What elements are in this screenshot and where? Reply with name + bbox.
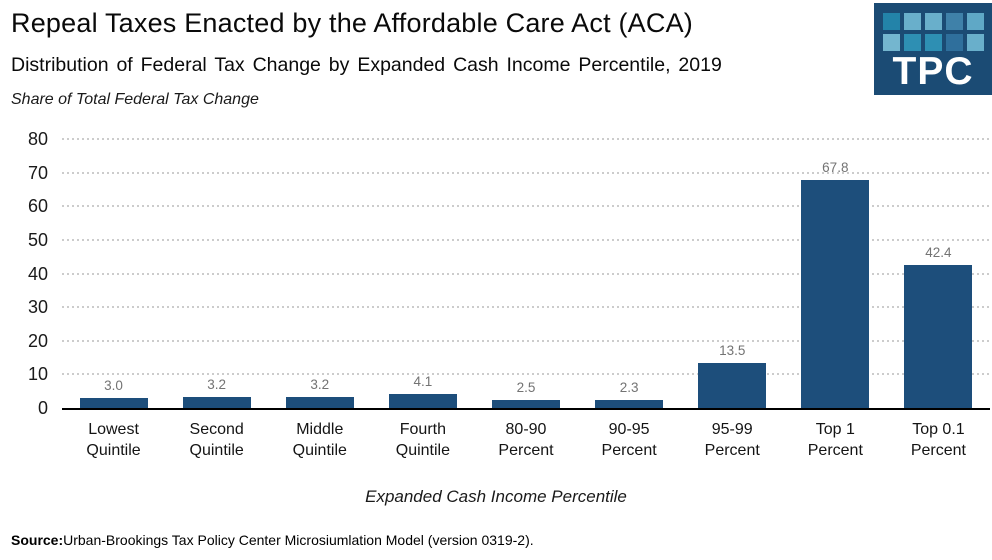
bar-slot-90-95-percent: 2.3 <box>578 139 681 408</box>
logo-square-icon <box>882 13 900 30</box>
logo-square-icon <box>945 34 963 51</box>
category-label-line: Quintile <box>86 442 141 459</box>
category-label-line: Percent <box>704 442 760 459</box>
category-label-line: 80-90 <box>505 421 547 438</box>
bar-slot-80-90-percent: 2.5 <box>474 139 577 408</box>
category-label-line: Quintile <box>395 442 450 459</box>
bar-slot-second-quintile: 3.2 <box>165 139 268 408</box>
bar-value-label: 4.1 <box>413 374 433 390</box>
bar-fourth-quintile: 4.1 <box>388 374 457 408</box>
page-subtitle: Distribution of Federal Tax Change by Ex… <box>11 54 722 76</box>
category-label-top-1-percent: Top 1 Percent <box>784 419 887 461</box>
logo-square-icon <box>903 13 921 30</box>
bar-value-label: 2.5 <box>516 379 536 395</box>
category-label-line: Top 0.1 <box>912 421 965 438</box>
category-label-line: Percent <box>498 442 554 459</box>
gridline-20 <box>62 339 990 342</box>
category-label-line: Second <box>189 421 244 438</box>
category-label-line: Fourth <box>399 421 446 438</box>
category-label-lowest-quintile: Lowest Quintile <box>62 419 165 461</box>
logo-square-icon <box>882 34 900 51</box>
category-label-90-95-percent: 90-95 Percent <box>578 419 681 461</box>
category-label-95-99-percent: 95-99 Percent <box>681 419 784 461</box>
category-label-top-0.1-percent: Top 0.1 Percent <box>887 419 990 461</box>
bar-value-label: 3.2 <box>310 377 330 393</box>
gridline-70 <box>62 171 990 174</box>
plot-area: 3.0 3.2 3.2 4.1 2.5 2.3 13.5 67.8 42.4 <box>62 138 990 410</box>
y-tick-label-30: 30 <box>27 297 48 318</box>
bar-90-95-percent: 2.3 <box>595 380 664 408</box>
logo-square-icon <box>924 13 942 30</box>
category-label-line: Percent <box>807 442 863 459</box>
category-label-second-quintile: Second Quintile <box>165 419 268 461</box>
bar-second-quintile: 3.2 <box>182 377 251 408</box>
category-label-line: Percent <box>601 442 657 459</box>
bar-lowest-quintile: 3.0 <box>79 378 148 408</box>
category-label-line: Middle <box>296 421 344 438</box>
bar-middle-quintile: 3.2 <box>285 377 354 408</box>
bar-series: 3.0 3.2 3.2 4.1 2.5 2.3 13.5 67.8 42.4 <box>62 139 990 408</box>
gridline-30 <box>62 306 990 309</box>
category-label-middle-quintile: Middle Quintile <box>268 419 371 461</box>
logo-square-icon <box>903 34 921 51</box>
bar-80-90-percent: 2.5 <box>491 380 560 408</box>
category-label-line: Top 1 <box>815 421 855 438</box>
logo-square-icon <box>966 13 984 30</box>
bar-value-label: 3.2 <box>207 377 227 393</box>
y-tick-label-10: 10 <box>27 364 48 385</box>
y-axis: 0 10 20 30 40 50 60 70 80 <box>0 130 48 417</box>
category-label-80-90-percent: 80-90 Percent <box>474 419 577 461</box>
y-tick-label-20: 20 <box>27 330 48 351</box>
y-axis-unit-label: Share of Total Federal Tax Change <box>11 91 259 108</box>
gridline-50 <box>62 238 990 241</box>
y-tick-label-50: 50 <box>27 229 48 250</box>
logo-square-icon <box>945 13 963 30</box>
category-label-line: Quintile <box>292 442 347 459</box>
bar-slot-fourth-quintile: 4.1 <box>371 139 474 408</box>
x-axis-title: Expanded Cash Income Percentile <box>365 487 627 506</box>
category-label-line: 90-95 <box>608 421 650 438</box>
bar-top-0.1-percent: 42.4 <box>904 245 973 408</box>
bar-top-1-percent: 67.8 <box>801 160 870 408</box>
y-tick-label-40: 40 <box>27 263 48 284</box>
source-text: Urban-Brookings Tax Policy Center Micros… <box>63 532 534 548</box>
category-label-line: 95-99 <box>711 421 753 438</box>
tpc-logo-text: TPC <box>892 50 974 93</box>
category-label-line: Lowest <box>88 421 139 438</box>
bar-slot-lowest-quintile: 3.0 <box>62 139 165 408</box>
category-label-line: Percent <box>910 442 966 459</box>
bar-slot-top-0.1-percent: 42.4 <box>887 139 990 408</box>
bar-value-label: 2.3 <box>619 380 639 396</box>
logo-square-icon <box>966 34 984 51</box>
bar-95-99-percent: 13.5 <box>698 343 767 408</box>
bar-value-label: 3.0 <box>104 377 123 393</box>
page-title: Repeal Taxes Enacted by the Affordable C… <box>11 8 693 38</box>
source-label: Source: <box>11 532 64 548</box>
y-tick-label-0: 0 <box>37 398 48 418</box>
gridline-60 <box>62 205 990 208</box>
logo-square-icon <box>924 34 942 51</box>
bar-slot-95-99-percent: 13.5 <box>681 139 784 408</box>
gridline-40 <box>62 272 990 275</box>
y-tick-label-80: 80 <box>27 129 48 149</box>
y-tick-label-60: 60 <box>27 196 48 217</box>
tpc-logo: TPC <box>874 3 992 95</box>
bar-value-label: 13.5 <box>719 342 746 358</box>
bar-value-label: 67.8 <box>822 160 849 176</box>
gridline-80 <box>62 138 990 140</box>
x-axis-category-labels: Lowest Quintile Second Quintile Middle Quinti… <box>62 419 990 461</box>
source-note: Source:Urban-Brookings Tax Policy Center… <box>11 532 534 548</box>
category-label-line: Quintile <box>189 442 244 459</box>
bar-slot-top-1-percent: 67.8 <box>784 139 887 408</box>
category-label-fourth-quintile: Fourth Quintile <box>371 419 474 461</box>
bar-slot-middle-quintile: 3.2 <box>268 139 371 408</box>
tpc-logo-squares-icon <box>882 13 984 51</box>
bar-value-label: 42.4 <box>925 245 952 261</box>
y-tick-label-70: 70 <box>27 162 48 183</box>
gridline-10 <box>62 373 990 376</box>
